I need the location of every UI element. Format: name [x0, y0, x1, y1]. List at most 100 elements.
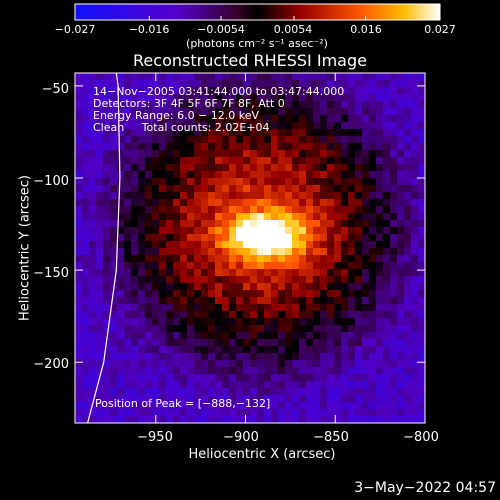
heatmap-cell	[285, 115, 293, 123]
heatmap-cell	[313, 360, 321, 368]
heatmap-cell	[271, 136, 279, 144]
heatmap-cell	[110, 227, 118, 235]
heatmap-cell	[404, 346, 412, 354]
heatmap-cell	[208, 101, 216, 109]
heatmap-cell	[187, 241, 195, 249]
heatmap-cell	[418, 108, 425, 116]
heatmap-cell	[110, 276, 118, 284]
heatmap-cell	[152, 122, 160, 130]
heatmap-cell	[348, 283, 356, 291]
heatmap-cell	[376, 129, 384, 137]
heatmap-cell	[145, 248, 153, 256]
heatmap-cell	[222, 297, 230, 305]
heatmap-cell	[313, 374, 321, 382]
heatmap-cell	[180, 276, 188, 284]
heatmap-cell	[278, 101, 286, 109]
heatmap-cell	[110, 129, 118, 137]
heatmap-cell	[348, 255, 356, 263]
heatmap-cell	[180, 395, 188, 403]
heatmap-cell	[411, 94, 419, 102]
heatmap-cell	[145, 213, 153, 221]
heatmap-cell	[348, 192, 356, 200]
heatmap-cell	[285, 136, 293, 144]
heatmap-cell	[187, 360, 195, 368]
heatmap-cell	[152, 220, 160, 228]
heatmap-cell	[411, 262, 419, 270]
heatmap-cell	[313, 402, 321, 410]
heatmap-cell	[229, 262, 237, 270]
heatmap-cell	[194, 101, 202, 109]
colorbar-tick-label: 0.027	[424, 23, 456, 36]
heatmap-cell	[96, 367, 104, 375]
heatmap-cell	[411, 304, 419, 312]
heatmap-cell	[250, 178, 258, 186]
heatmap-cell	[131, 297, 139, 305]
heatmap-cell	[306, 150, 314, 158]
heatmap-cell	[362, 374, 370, 382]
heatmap-cell	[397, 395, 405, 403]
heatmap-cell	[96, 122, 104, 130]
heatmap-cell	[145, 206, 153, 214]
heatmap-cell	[264, 206, 272, 214]
heatmap-cell	[187, 311, 195, 319]
heatmap-cell	[201, 325, 209, 333]
heatmap-cell	[201, 311, 209, 319]
heatmap-cell	[124, 297, 132, 305]
heatmap-cell	[145, 325, 153, 333]
heatmap-cell	[362, 178, 370, 186]
heatmap-cell	[75, 73, 83, 81]
heatmap-cell	[243, 367, 251, 375]
heatmap-cell	[152, 360, 160, 368]
heatmap-cell	[159, 164, 167, 172]
heatmap-cell	[257, 388, 265, 396]
heatmap-cell	[292, 136, 300, 144]
heatmap-cell	[89, 374, 97, 382]
heatmap-cell	[376, 276, 384, 284]
heatmap-cell	[180, 402, 188, 410]
heatmap-cell	[334, 395, 342, 403]
heatmap-cell	[278, 87, 286, 95]
heatmap-cell	[376, 388, 384, 396]
heatmap-cell	[75, 94, 83, 102]
heatmap-cell	[327, 220, 335, 228]
heatmap-cell	[327, 255, 335, 263]
heatmap-cell	[89, 87, 97, 95]
heatmap-cell	[369, 353, 377, 361]
heatmap-cell	[341, 325, 349, 333]
heatmap-cell	[124, 199, 132, 207]
heatmap-cell	[243, 87, 251, 95]
heatmap-cell	[180, 248, 188, 256]
heatmap-cell	[145, 332, 153, 340]
heatmap-cell	[411, 157, 419, 165]
heatmap-cell	[341, 80, 349, 88]
heatmap-cell	[341, 234, 349, 242]
heatmap-cell	[369, 255, 377, 263]
heatmap-cell	[180, 311, 188, 319]
heatmap-cell	[82, 332, 90, 340]
heatmap-cell	[362, 171, 370, 179]
heatmap-cell	[89, 402, 97, 410]
heatmap-cell	[418, 171, 425, 179]
heatmap-cell	[362, 122, 370, 130]
heatmap-cell	[271, 283, 279, 291]
heatmap-cell	[75, 402, 83, 410]
heatmap-cell	[334, 171, 342, 179]
heatmap-cell	[201, 360, 209, 368]
heatmap-cell	[187, 192, 195, 200]
heatmap-cell	[229, 388, 237, 396]
heatmap-cell	[117, 185, 125, 193]
heatmap-cell	[278, 262, 286, 270]
heatmap-cell	[292, 332, 300, 340]
heatmap-cell	[411, 290, 419, 298]
heatmap-cell	[110, 311, 118, 319]
heatmap-cell	[82, 402, 90, 410]
heatmap-cell	[418, 332, 425, 340]
heatmap-cell	[278, 227, 286, 235]
heatmap-cell	[103, 311, 111, 319]
heatmap-cell	[341, 388, 349, 396]
heatmap-cell	[96, 94, 104, 102]
heatmap-cell	[89, 297, 97, 305]
heatmap-cell	[138, 185, 146, 193]
heatmap-cell	[355, 136, 363, 144]
heatmap-cell	[236, 185, 244, 193]
